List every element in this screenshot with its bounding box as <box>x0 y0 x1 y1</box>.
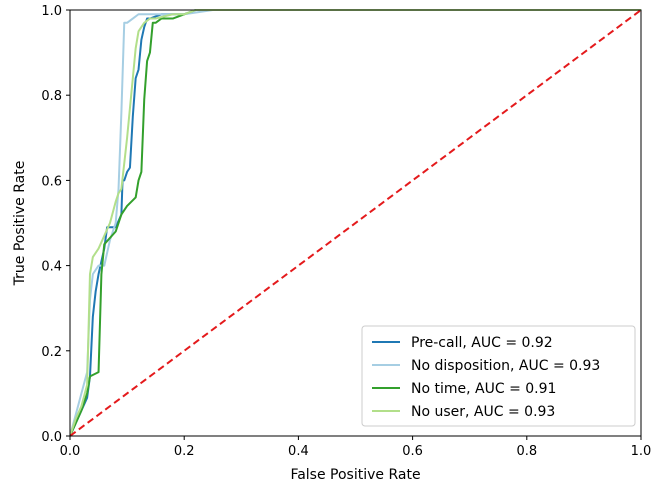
x-tick-label: 0.2 <box>174 444 195 459</box>
legend: Pre-call, AUC = 0.92 No disposition, AUC … <box>361 325 636 427</box>
x-tick-label: 1.0 <box>631 444 652 459</box>
y-tick-label: 0.2 <box>41 345 62 360</box>
x-tick-label: 0.6 <box>402 444 423 459</box>
legend-entry-label: No time, AUC = 0.91 <box>411 381 556 397</box>
x-tick-label: 0.4 <box>288 444 309 459</box>
legend-box <box>361 325 636 427</box>
y-axis-label: True Positive Rate <box>12 161 28 287</box>
y-tick-label: 0.4 <box>41 260 62 275</box>
axes-frame <box>69 9 642 437</box>
y-tick-label: 0.6 <box>41 174 62 189</box>
legend-entry-label: No disposition, AUC = 0.93 <box>411 358 600 374</box>
x-axis-label: False Positive Rate <box>290 467 420 483</box>
series-line-3 <box>70 9 641 437</box>
series-lines <box>70 9 642 437</box>
series-line-4 <box>70 9 641 437</box>
axes: 0.0 0.2 0.4 0.6 0.8 1.0 0.0 0.2 0.4 0.6 0.8 1.0 <box>41 4 651 459</box>
legend-entry-label: No user, AUC = 0.93 <box>411 404 555 420</box>
plot-area <box>70 9 642 437</box>
y-tick-label: 0.0 <box>41 430 62 445</box>
x-tick-label: 0.0 <box>60 444 81 459</box>
y-tick-label: 1.0 <box>41 4 62 19</box>
x-tick-label: 0.8 <box>516 444 537 459</box>
chance-diagonal-line <box>70 9 642 437</box>
y-tick-label: 0.8 <box>41 89 62 104</box>
legend-entry-label: Pre-call, AUC = 0.92 <box>411 335 553 351</box>
